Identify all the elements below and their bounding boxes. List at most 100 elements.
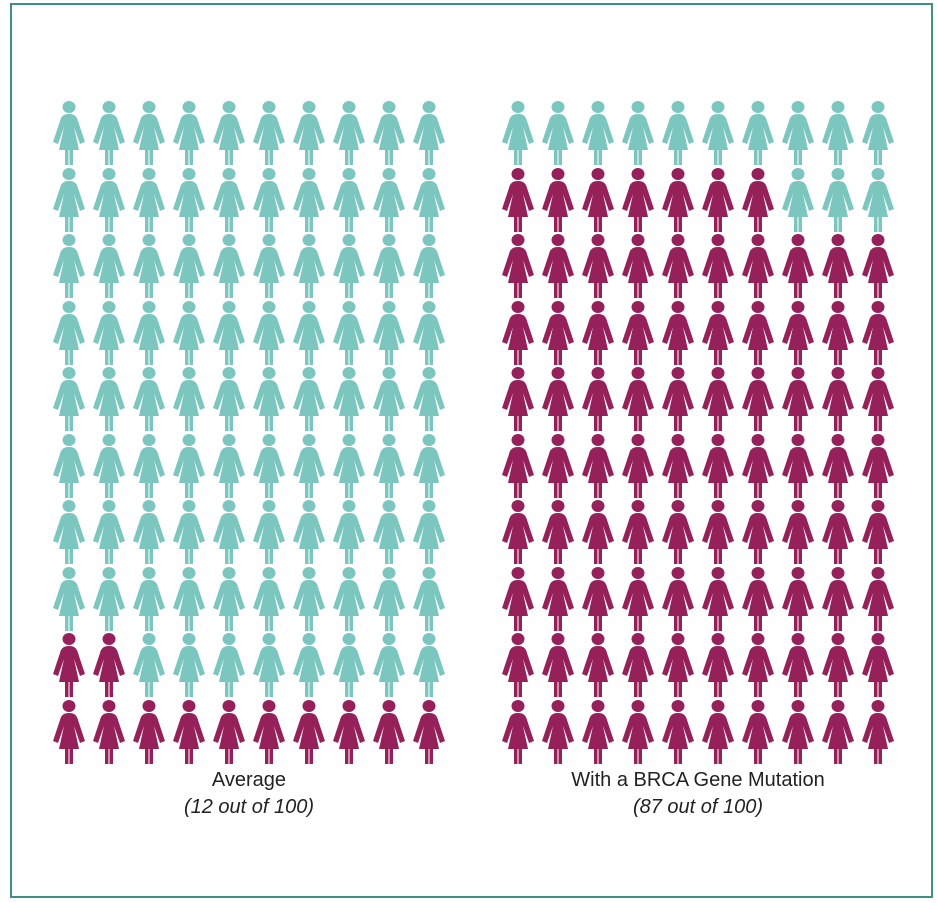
person-icon [213,566,245,631]
person-icon [413,167,445,232]
person-icon [93,234,125,298]
person-icon [53,234,85,298]
person-icon [333,167,365,232]
person-icon [133,101,165,165]
person-icon [333,633,365,697]
person-icon-highlighted [213,699,245,764]
person-icon-highlighted [702,300,734,365]
person-icon [413,566,445,631]
person-icon-highlighted [542,367,574,431]
person-icon [822,167,854,232]
person-icon-highlighted [822,367,854,431]
person-icon [133,167,165,232]
person-icon-highlighted [862,500,894,564]
person-icon [53,101,85,165]
person-icon-highlighted [782,433,814,498]
person-icon-highlighted [862,234,894,298]
person-icon-highlighted [662,566,694,631]
pictograph-grid-brca [498,100,898,765]
person-icon [413,300,445,365]
infographic-frame: Average (12 out of 100) With a BRCA Gene… [10,3,933,898]
person-icon-highlighted [542,433,574,498]
person-icon-highlighted [582,566,614,631]
person-icon-highlighted [702,633,734,697]
person-icon-highlighted [502,500,534,564]
person-icon [253,300,285,365]
person-icon [133,367,165,431]
person-icon [213,367,245,431]
person-icon [373,234,405,298]
person-icon [133,300,165,365]
person-icon [213,234,245,298]
person-icon-highlighted [742,699,774,764]
person-icon-highlighted [822,500,854,564]
person-icon [582,101,614,165]
person-icon [413,101,445,165]
person-icon-highlighted [782,234,814,298]
person-icon-highlighted [542,633,574,697]
person-icon-highlighted [373,699,405,764]
person-icon [173,633,205,697]
person-icon-highlighted [742,300,774,365]
person-icon-highlighted [822,633,854,697]
panel-brca: With a BRCA Gene Mutation (87 out of 100… [498,100,898,821]
person-icon [373,101,405,165]
person-icon-highlighted [542,300,574,365]
person-icon [173,167,205,232]
person-icon [293,633,325,697]
person-icon [213,101,245,165]
person-icon [862,101,894,165]
person-icon [133,234,165,298]
person-icon [133,500,165,564]
person-icon [293,101,325,165]
person-icon [293,500,325,564]
person-icon [253,167,285,232]
person-icon-highlighted [502,234,534,298]
person-icon-highlighted [622,633,654,697]
person-icon [213,167,245,232]
person-icon [253,101,285,165]
person-icon-highlighted [502,566,534,631]
person-icon [173,433,205,498]
person-icon [53,500,85,564]
person-icon [333,433,365,498]
person-icon-highlighted [582,500,614,564]
person-icon-highlighted [622,300,654,365]
person-icon [133,566,165,631]
person-icon-highlighted [622,433,654,498]
person-icon-highlighted [862,699,894,764]
person-icon-highlighted [582,433,614,498]
person-icon-highlighted [862,566,894,631]
person-icon [93,367,125,431]
person-icon [742,101,774,165]
person-icon [173,367,205,431]
person-icon-highlighted [662,367,694,431]
person-icon [373,300,405,365]
person-icon [333,566,365,631]
person-icon [373,633,405,697]
person-icon [413,500,445,564]
person-icon-highlighted [822,234,854,298]
person-icon [333,234,365,298]
person-icon-highlighted [253,699,285,764]
person-icon [53,300,85,365]
person-icon-highlighted [662,500,694,564]
person-icon-highlighted [622,234,654,298]
person-icon-highlighted [413,699,445,764]
person-icon-highlighted [582,633,614,697]
person-icon-highlighted [542,234,574,298]
person-icon-highlighted [333,699,365,764]
person-icon [293,300,325,365]
person-icon-highlighted [782,633,814,697]
person-icon-highlighted [582,367,614,431]
person-icon-highlighted [502,633,534,697]
person-icon [782,167,814,232]
person-icon-highlighted [822,300,854,365]
person-icon-highlighted [822,566,854,631]
person-icon-highlighted [622,500,654,564]
person-icon [53,367,85,431]
person-icon-highlighted [662,699,694,764]
person-icon [293,167,325,232]
person-icon [333,500,365,564]
person-icon-highlighted [742,367,774,431]
